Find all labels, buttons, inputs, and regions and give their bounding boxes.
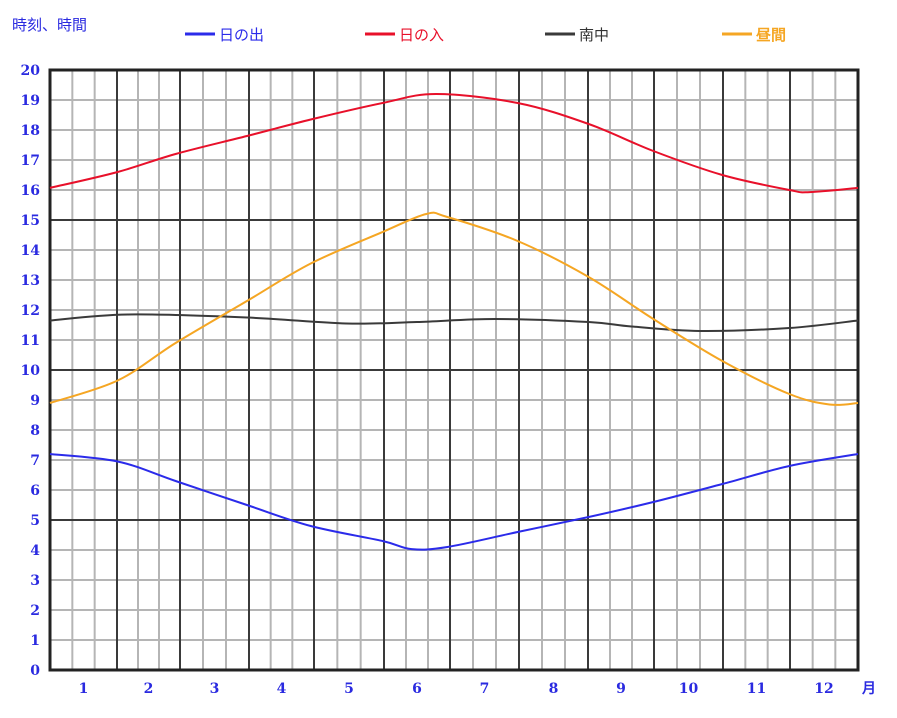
y-tick-label: 13 [21,273,40,289]
x-tick-label: 5 [344,681,354,697]
y-tick-label: 15 [21,213,40,229]
x-axis-unit: 月 [861,681,876,697]
x-tick-label: 4 [277,681,287,697]
y-tick-label: 18 [21,123,40,139]
y-tick-label: 1 [30,633,40,649]
y-tick-label: 2 [30,603,40,619]
x-tick-label: 2 [144,681,154,697]
series-line-1 [49,92,859,194]
y-tick-label: 3 [30,573,40,589]
y-tick-label: 19 [21,93,40,109]
y-tick-label: 8 [30,423,40,439]
legend-label: 日の入 [399,26,444,44]
x-ticks: 1 2 3 4 5 6 7 8 9 10 11 12 [79,681,834,697]
y-tick-label: 10 [21,363,41,379]
y-tick-label: 14 [21,243,41,259]
y-tick-label: 5 [30,513,40,529]
series-line-2 [49,313,859,333]
legend-label: 南中 [579,26,609,44]
series-line-0 [49,453,859,551]
x-tick-label: 7 [480,681,490,697]
y-tick-label: 11 [21,333,40,349]
y-tick-label: 0 [30,663,40,679]
y-tick-label: 17 [21,153,40,169]
legend: 日の出 日の入 南中 昼間 [185,26,786,44]
x-tick-label: 1 [79,681,89,697]
x-tick-label: 3 [210,681,220,697]
y-tick-label: 4 [30,543,40,559]
series-lines [49,92,859,551]
y-tick-label: 6 [30,483,40,499]
grid [48,68,860,672]
x-tick-label: 9 [616,681,626,697]
x-tick-label: 8 [549,681,559,697]
y-tick-label: 16 [21,183,40,199]
x-tick-label: 11 [747,681,766,697]
x-tick-label: 12 [814,681,833,697]
y-tick-label: 9 [30,393,40,409]
legend-label: 昼間 [756,26,786,44]
y-tick-label: 12 [21,303,40,319]
y-tick-label: 20 [21,63,41,79]
y-tick-label: 7 [30,453,40,469]
x-tick-label: 6 [412,681,422,697]
series-line-3 [49,211,859,406]
legend-label: 日の出 [219,26,264,44]
y-axis-label: 時刻、時間 [12,16,87,34]
plot-border [48,68,860,672]
x-tick-label: 10 [679,681,699,697]
